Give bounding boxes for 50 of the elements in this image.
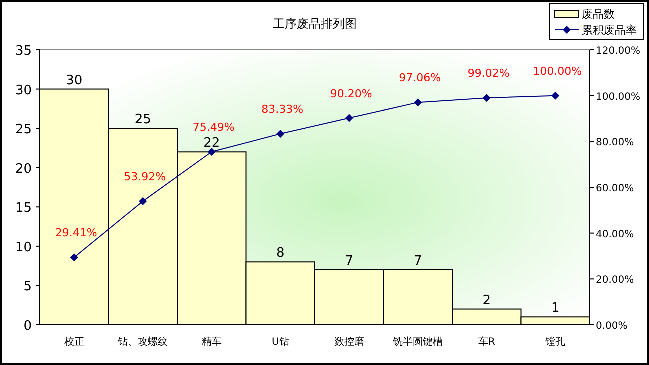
data-label: 53.92% bbox=[124, 170, 166, 184]
y-tick-label: 15 bbox=[15, 201, 32, 216]
y-tick-label: 5 bbox=[24, 280, 32, 295]
y2-tick-label: 40.00% bbox=[596, 229, 634, 240]
data-label: 29.41% bbox=[55, 226, 98, 240]
y2-tick-label: 20.00% bbox=[596, 275, 634, 286]
data-label: 83.33% bbox=[262, 103, 304, 116]
y-tick-label: 35 bbox=[15, 44, 32, 59]
data-label: 2 bbox=[482, 293, 492, 308]
y-tick-label: 25 bbox=[15, 122, 32, 138]
y-tick-label: 0 bbox=[24, 319, 32, 334]
data-label: 22 bbox=[204, 136, 220, 152]
point bbox=[345, 114, 354, 122]
legend-label: 废品数 bbox=[582, 8, 615, 21]
x-tick-label: 钻、攻螺纹 bbox=[117, 336, 168, 348]
chart-title: 工序废品排列图 bbox=[273, 17, 357, 31]
data-label: 97.06% bbox=[399, 72, 442, 85]
point bbox=[414, 98, 422, 107]
x-tick-label: 数控磨 bbox=[334, 336, 364, 348]
point bbox=[276, 130, 285, 138]
data-label: 75.49% bbox=[192, 121, 235, 134]
point bbox=[552, 92, 560, 100]
x-tick-label: 铣半圆键槽 bbox=[392, 336, 444, 348]
data-label: 99.02% bbox=[468, 67, 510, 80]
data-label: 90.20% bbox=[330, 87, 372, 100]
data-label: 7 bbox=[345, 254, 354, 269]
data-label: 1 bbox=[551, 301, 560, 316]
y2-tick-label: 80.00% bbox=[596, 138, 634, 149]
point bbox=[482, 94, 491, 102]
data-label: 30 bbox=[66, 73, 83, 88]
x-tick-label: 车R bbox=[478, 336, 496, 348]
x-tick-label: 校正 bbox=[63, 336, 84, 348]
y2-tick-label: 100.00% bbox=[596, 92, 640, 103]
y-tick-label: 20 bbox=[15, 162, 32, 177]
legend-label: 累积废品率 bbox=[582, 24, 637, 37]
y-tick-label: 30 bbox=[15, 83, 32, 98]
x-tick-label: 精车 bbox=[202, 336, 222, 348]
data-label: 25 bbox=[134, 112, 152, 128]
point bbox=[139, 197, 148, 206]
y-tick-label: 10 bbox=[15, 240, 32, 256]
y2-tick-label: 120.00% bbox=[596, 46, 640, 57]
data-label: 100.00% bbox=[533, 64, 582, 78]
x-tick-label: 镗孔 bbox=[544, 336, 566, 348]
y2-tick-label: 0.00% bbox=[596, 321, 628, 332]
y2-tick-label: 60.00% bbox=[596, 184, 634, 194]
x-tick-label: U钻 bbox=[272, 337, 290, 348]
point bbox=[208, 148, 216, 156]
point bbox=[70, 254, 78, 262]
data-label: 7 bbox=[414, 254, 422, 269]
data-label: 8 bbox=[276, 246, 285, 262]
